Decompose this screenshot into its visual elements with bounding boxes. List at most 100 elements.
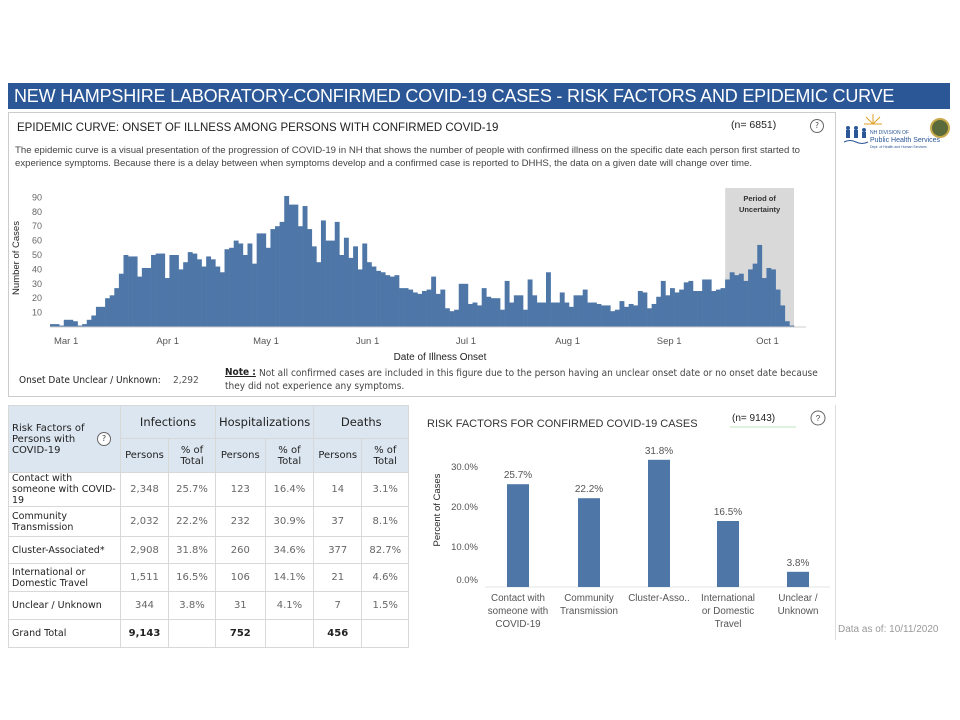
epi-bar (688, 280, 694, 327)
col-group-hospitalizations: Hospitalizations (214, 405, 315, 439)
table-cell: 3.8% (168, 591, 216, 620)
epi-bar (647, 308, 652, 327)
epi-bar (513, 295, 519, 327)
risk-bar (648, 459, 670, 587)
epi-bar (210, 259, 216, 327)
y-tick-label: 20 (32, 293, 42, 303)
col-header: % of Total (168, 438, 216, 473)
epi-bar (311, 246, 317, 327)
epi-bar (128, 256, 133, 327)
x-axis-title: Date of Illness Onset (394, 352, 487, 363)
epi-bar (624, 306, 629, 327)
epi-bar (95, 306, 101, 327)
epi-bar (114, 288, 120, 327)
y-tick-label: 20.0% (451, 502, 478, 513)
bar-data-label: 25.7% (504, 470, 532, 481)
epi-bar (518, 295, 524, 327)
table-cell: 31 (215, 591, 266, 620)
epi-bar (601, 305, 607, 327)
epi-bar (477, 305, 483, 327)
epi-bar (738, 273, 744, 327)
epi-bar (366, 262, 372, 327)
epi-bar (229, 247, 235, 327)
epi-bar (454, 309, 460, 327)
epi-bar (284, 195, 290, 327)
epi-bar (86, 319, 92, 327)
table-cell: 260 (215, 536, 266, 564)
epi-bar (307, 229, 313, 327)
epi-bar (215, 266, 221, 327)
col-header: Persons (215, 438, 266, 473)
table-cell: 37 (313, 506, 363, 537)
table-cell: 232 (215, 506, 266, 537)
epi-bar (573, 295, 579, 327)
help-icon[interactable]: ? (810, 119, 824, 133)
epi-bar (279, 221, 285, 327)
epi-bar (68, 319, 74, 327)
y-tick-label: 90 (32, 192, 42, 202)
epi-bar (568, 306, 574, 327)
epi-bar (412, 292, 418, 327)
epi-bar (320, 220, 326, 327)
epi-bar (242, 255, 248, 327)
x-category-label: Unclear / (778, 593, 817, 604)
epi-bar (546, 272, 551, 327)
x-tick-label: Aug 1 (555, 336, 580, 347)
x-tick-label: May 1 (253, 336, 279, 347)
table-row: Grand Total 9,143 752 456 (8, 619, 410, 648)
epi-bar (564, 302, 570, 327)
epi-bar (169, 255, 175, 327)
help-icon[interactable]: ? (97, 432, 111, 446)
epi-bar (490, 298, 496, 327)
epi-n-count: (n= 6851) (731, 119, 777, 131)
table-cell (361, 619, 410, 648)
epi-bar (435, 293, 441, 327)
epi-bar (725, 279, 731, 327)
table-cell: 123 (215, 472, 266, 507)
epi-bar (766, 267, 772, 327)
unknown-onset-value: 2,292 (173, 375, 199, 386)
epi-bar (729, 272, 735, 327)
epi-bar (256, 233, 262, 327)
epi-bar (431, 276, 437, 327)
col-group-infections: Infections (120, 405, 216, 439)
epi-bar (261, 233, 267, 327)
table-cell: 1,511 (120, 563, 169, 592)
col-group-deaths: Deaths (313, 405, 410, 439)
row-label: Cluster-Associated* (8, 536, 121, 564)
epi-bar (527, 279, 533, 327)
epi-bar (440, 289, 446, 327)
risk-factors-bar-chart: RISK FACTORS FOR CONFIRMED COVID-19 CASE… (427, 405, 836, 640)
table-row: Unclear / Unknown 344 3.8% 31 4.1% 7 1.5% (8, 591, 410, 620)
epi-bar (50, 324, 55, 327)
epi-bar (192, 253, 198, 327)
x-category-label: Unknown (778, 606, 819, 617)
epi-bar (591, 302, 597, 327)
row-label: Grand Total (8, 619, 121, 648)
epi-bar (275, 226, 280, 327)
epi-bar (302, 206, 308, 327)
epi-bar (504, 280, 510, 327)
epi-bar (247, 243, 253, 327)
epi-bar (105, 298, 111, 327)
epi-bar (674, 292, 680, 327)
epi-bar (610, 311, 616, 327)
epi-bar (734, 275, 740, 327)
x-category-label: Transmission (560, 606, 618, 617)
epi-bar (748, 269, 753, 327)
epi-bar (196, 259, 202, 327)
epi-bar (385, 275, 391, 327)
epi-bar (426, 289, 432, 327)
epi-bar (91, 315, 97, 327)
epi-bar (408, 289, 414, 327)
epi-bar (463, 283, 469, 327)
epi-bar (550, 302, 556, 327)
epi-bar (532, 295, 538, 327)
table-cell: 344 (120, 591, 169, 620)
epi-bar (238, 243, 244, 327)
x-category-label: International (701, 593, 755, 604)
col-header: Persons (313, 438, 363, 473)
y-tick-label: 0.0% (456, 575, 478, 586)
epi-description: The epidemic curve is a visual presentat… (15, 145, 800, 169)
epi-bar (77, 325, 83, 327)
